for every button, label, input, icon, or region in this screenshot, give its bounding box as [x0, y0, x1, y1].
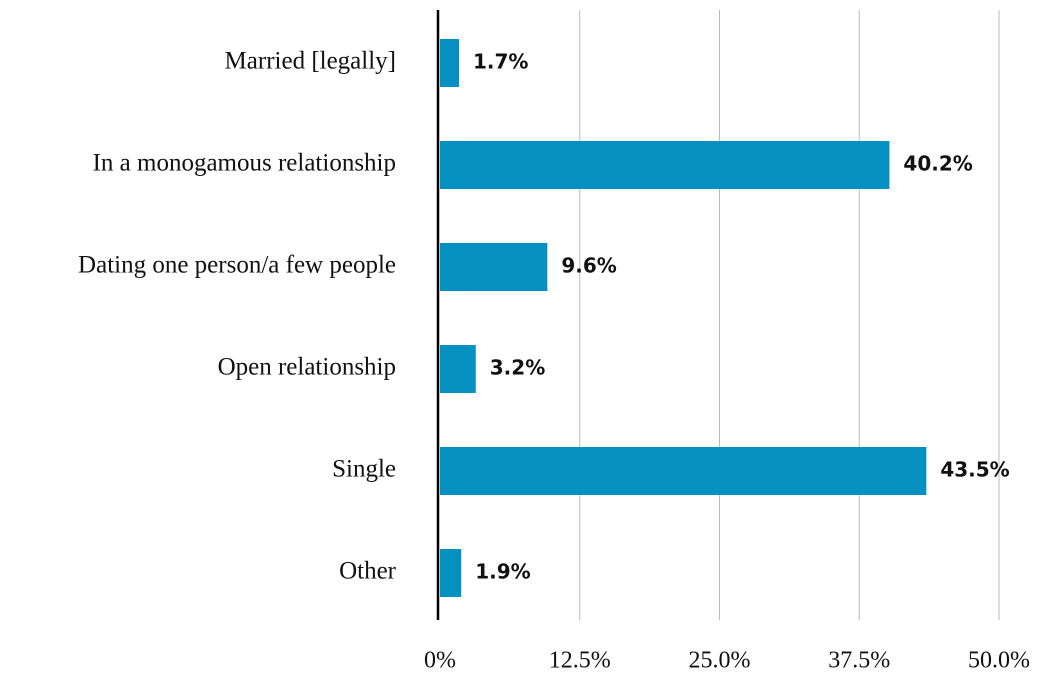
x-tick-label: 12.5%	[549, 648, 611, 674]
category-label: Single	[332, 456, 396, 483]
bar	[440, 243, 548, 291]
value-label: 1.9%	[475, 560, 530, 584]
value-label: 1.7%	[473, 50, 528, 74]
value-label: 43.5%	[940, 458, 1009, 482]
bar	[440, 141, 890, 189]
category-label: Other	[339, 558, 397, 585]
category-label: Married [legally]	[225, 48, 396, 75]
value-label: 40.2%	[903, 152, 972, 176]
x-tick-label: 50.0%	[968, 648, 1030, 674]
x-tick-label: 0%	[424, 648, 456, 674]
category-label: Dating one person/a few people	[78, 252, 396, 279]
bar	[440, 345, 476, 393]
x-tick-label: 25.0%	[689, 648, 751, 674]
bar	[440, 39, 460, 87]
category-label: In a monogamous relationship	[93, 150, 396, 177]
value-label: 3.2%	[490, 356, 545, 380]
x-tick-label: 37.5%	[828, 648, 890, 674]
category-label: Open relationship	[218, 354, 396, 381]
bar	[440, 549, 462, 597]
value-label: 9.6%	[561, 254, 616, 278]
bar	[440, 447, 927, 495]
